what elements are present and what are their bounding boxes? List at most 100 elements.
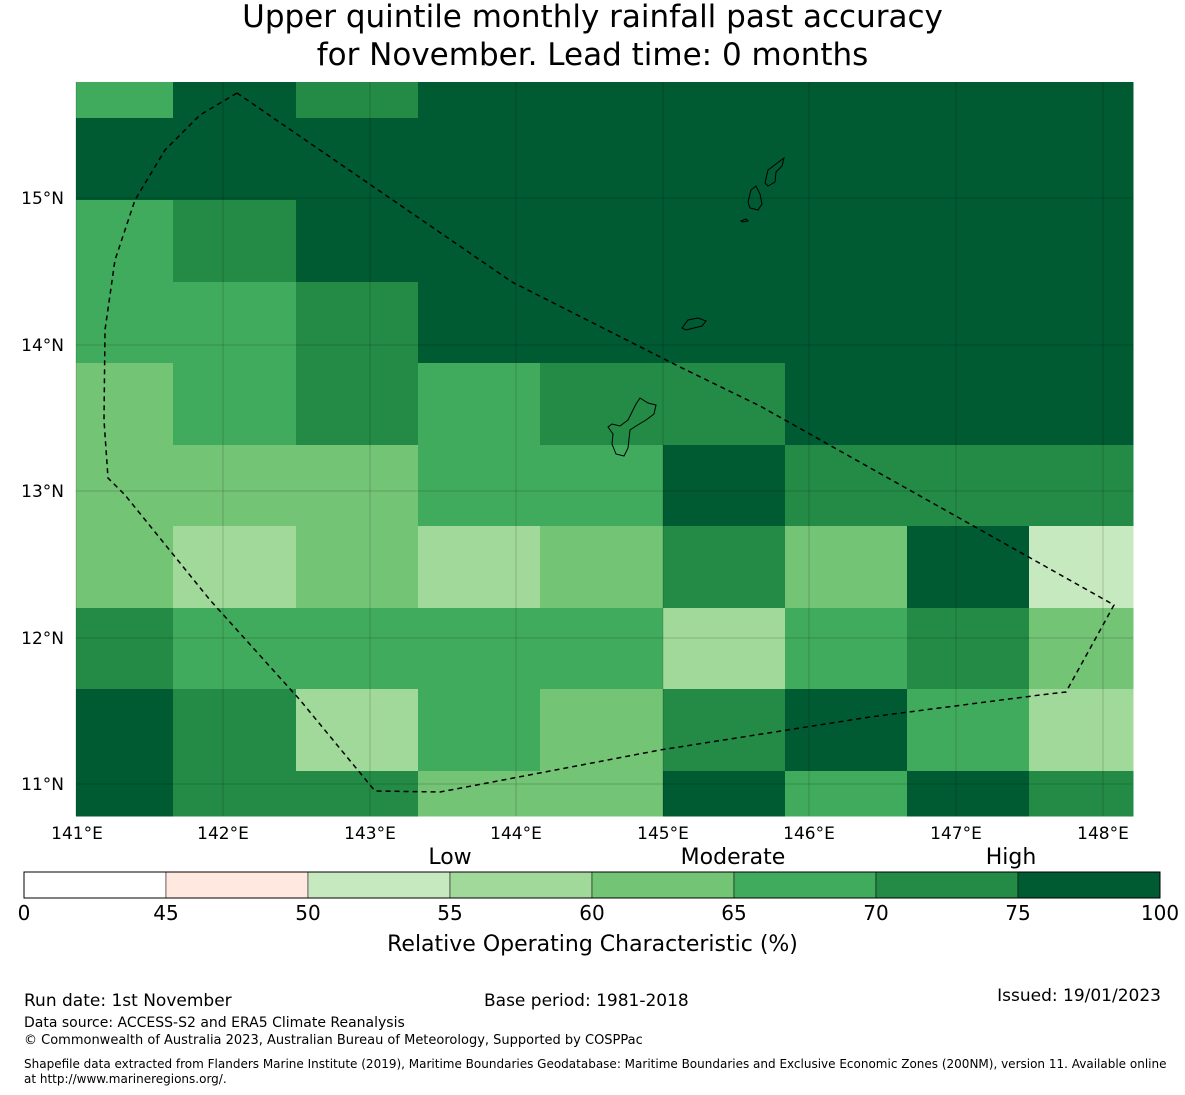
cbar-tick-75: 75 — [1005, 901, 1030, 925]
grid-cell — [296, 771, 419, 817]
data-source: Data source: ACCESS-S2 and ERA5 Climate … — [24, 1015, 405, 1031]
colorbar-segment — [591, 871, 735, 899]
base-period: Base period: 1981-2018 — [484, 991, 689, 1011]
guam-island — [607, 397, 657, 457]
lat-label-15: 15°N — [21, 189, 64, 209]
grid-cell — [907, 282, 1030, 364]
accuracy-grid — [76, 82, 1134, 817]
cbar-tick-65: 65 — [721, 901, 746, 925]
grid-cell — [785, 282, 908, 364]
grid-cell — [296, 689, 419, 772]
grid-cell — [540, 445, 664, 527]
cbar-tick-60: 60 — [579, 901, 604, 925]
grid-cell — [663, 526, 786, 609]
grid-cell — [173, 689, 297, 772]
grid-cell — [173, 282, 297, 364]
grid-cell — [907, 363, 1030, 446]
colorbar-category-labels: Low Moderate High — [428, 845, 1036, 870]
grid-cell — [540, 363, 664, 446]
grid-cell — [785, 118, 908, 201]
grid-cell — [785, 200, 908, 283]
grid-cell — [785, 608, 908, 690]
grid-cell — [76, 82, 174, 119]
latitude-labels: 15°N 14°N 13°N 12°N 11°N — [21, 189, 64, 795]
lon-label-147: 147°E — [930, 824, 982, 844]
grid-cell — [76, 445, 174, 527]
grid-cell — [1029, 689, 1134, 772]
grid-cell — [785, 363, 908, 446]
grid-cell — [663, 608, 786, 690]
grid-cell — [76, 771, 174, 817]
grid-cell — [785, 445, 908, 527]
grid-cell — [907, 608, 1030, 690]
grid-cell — [296, 526, 419, 609]
rota-island — [681, 317, 707, 331]
grid-cell — [418, 771, 541, 817]
grid-cell — [418, 82, 541, 119]
grid-cell — [907, 771, 1030, 817]
grid-cell — [1029, 200, 1134, 283]
grid-cell — [1029, 363, 1134, 446]
colorbar-segment — [449, 871, 593, 899]
grid-cell — [540, 689, 664, 772]
grid-cell — [540, 82, 664, 119]
cbar-tick-70: 70 — [863, 901, 888, 925]
grid-cell — [173, 82, 297, 119]
grid-cell — [296, 200, 419, 283]
cbar-tick-50: 50 — [295, 901, 320, 925]
category-moderate: Moderate — [681, 845, 786, 870]
colorbar-segment — [23, 871, 167, 899]
colorbar-frame — [23, 871, 1161, 899]
grid-cell — [663, 200, 786, 283]
grid-cell — [1029, 282, 1134, 364]
grid-cell — [663, 771, 786, 817]
grid-cell — [418, 282, 541, 364]
grid-cell — [785, 689, 908, 772]
grid-cell — [1029, 118, 1134, 201]
grid-cell — [296, 282, 419, 364]
lat-label-14: 14°N — [21, 336, 64, 356]
shapefile-credit: Shapefile data extracted from Flanders M… — [24, 1057, 1167, 1086]
category-high: High — [986, 845, 1037, 870]
lon-label-142: 142°E — [197, 824, 249, 844]
grid-cell — [540, 608, 664, 690]
copyright-notice: © Commonwealth of Australia 2023, Austra… — [24, 1033, 643, 1048]
map-title-line2: for November. Lead time: 0 months — [316, 37, 869, 73]
grid-cell — [418, 689, 541, 772]
cbar-tick-55: 55 — [437, 901, 462, 925]
category-low: Low — [428, 845, 471, 870]
grid-cell — [418, 118, 541, 201]
grid-cell — [76, 608, 174, 690]
map-title-line1: Upper quintile monthly rainfall past acc… — [242, 0, 943, 35]
grid-cell — [76, 282, 174, 364]
grid-cell — [173, 526, 297, 609]
grid-cell — [173, 200, 297, 283]
grid-cell — [785, 526, 908, 609]
cbar-tick-45: 45 — [153, 901, 178, 925]
grid-cell — [907, 526, 1030, 609]
longitude-labels: 141°E 142°E 143°E 144°E 145°E 146°E 147°… — [51, 824, 1129, 844]
grid-cell — [663, 363, 786, 446]
grid-cell — [296, 82, 419, 119]
lon-label-143: 143°E — [344, 824, 396, 844]
grid-cell — [296, 608, 419, 690]
grid-cell — [785, 82, 908, 119]
grid-cell — [76, 118, 174, 201]
rainfall-accuracy-map: 15°N 14°N 13°N 12°N 11°N 141°E 142°E 143… — [18, 82, 1179, 925]
colorbar-segment — [875, 871, 1019, 899]
grid-cell — [173, 118, 297, 201]
grid-cell — [907, 689, 1030, 772]
grid-cell — [418, 200, 541, 283]
grid-cell — [173, 771, 297, 817]
grid-cell — [663, 282, 786, 364]
grid-cell — [540, 282, 664, 364]
lat-lon-gridlines — [75, 82, 1133, 816]
grid-cell — [540, 771, 664, 817]
grid-cell — [418, 608, 541, 690]
grid-cell — [418, 363, 541, 446]
colorbar-axis-label: Relative Operating Characteristic (%) — [387, 932, 798, 957]
grid-cell — [1029, 82, 1134, 119]
grid-cell — [907, 445, 1030, 527]
cbar-tick-100: 100 — [1141, 901, 1179, 925]
grid-cell — [1029, 771, 1134, 817]
